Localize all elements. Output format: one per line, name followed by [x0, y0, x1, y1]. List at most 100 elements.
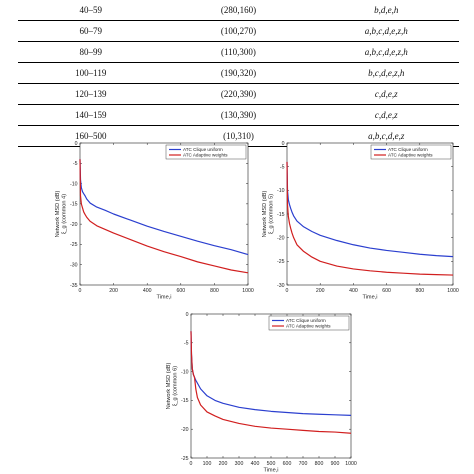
chart-2: 0 200 400 600 800 1000 0 -5 -10 -15 -20 -25 -30 Time,… [262, 141, 459, 301]
legend-label: ATC Clique uniform [388, 147, 428, 152]
series-line-1 [286, 161, 454, 258]
series-line-2 [190, 331, 352, 434]
table-cell: c,d,e,z [313, 104, 459, 126]
y-axis-label-line: Network MSD (dB) [166, 363, 172, 410]
x-tick-label: 100 [203, 461, 212, 467]
y-tick-label: -15 [70, 202, 78, 208]
y-tick-label: -30 [277, 283, 285, 289]
y-tick-label: -5 [280, 164, 285, 170]
x-tick-label: 200 [316, 288, 325, 294]
plot-frame [286, 142, 454, 286]
x-tick-label: 0 [190, 461, 193, 467]
x-tick-label: 800 [210, 288, 219, 294]
y-tick-label: -5 [184, 341, 189, 347]
plot-frame [79, 142, 249, 286]
table-cell: 120–139 [18, 83, 164, 105]
x-axis-label: Time,i [156, 295, 171, 301]
x-tick-label: 800 [415, 288, 424, 294]
table-cell: a,b,c,d,e,z,h [313, 41, 459, 63]
y-tick-label: -5 [73, 161, 78, 167]
y-tick-label: -15 [277, 212, 285, 218]
x-tick-label: 0 [286, 288, 289, 294]
y-tick-label: -30 [70, 263, 78, 269]
y-tick-label: -25 [70, 242, 78, 248]
y-tick-label: -15 [181, 398, 189, 404]
x-axis-label: Time,i [263, 468, 278, 474]
table-row: 80–99 (110,300) a,b,c,d,e,z,h [18, 41, 459, 63]
x-tick-label: 1000 [242, 288, 254, 294]
y-tick-label: -20 [70, 222, 78, 228]
chart-1: 0 200 400 600 800 1000 0 -5 -10 -15 -20 -25 -30 -35 Ti… [55, 141, 254, 301]
y-tick-label: -20 [277, 235, 285, 241]
y-tick-label: -25 [277, 259, 285, 265]
x-tick-label: 300 [235, 461, 244, 467]
legend-box [165, 144, 247, 160]
x-tick-label: 800 [315, 461, 324, 467]
y-tick-label: -20 [181, 427, 189, 433]
y-tick-label: -10 [70, 181, 78, 187]
table-cell: b,d,e,h [313, 0, 459, 21]
y-tick-label: -35 [70, 283, 78, 289]
series-line-2 [286, 161, 454, 276]
y-axis-label-line: ξ_g (common 6) [173, 366, 179, 406]
y-axis-label: Network MSD (dB)ξ_g (common 4) [55, 191, 68, 238]
table-cell: (190,320) [163, 62, 314, 84]
table-cell: (100,270) [163, 20, 314, 42]
y-axis-label: Network MSD (dB)ξ_g (common 6) [166, 363, 179, 410]
y-tick-label: 0 [75, 141, 78, 147]
x-tick-label: 200 [109, 288, 118, 294]
table-cell: a,b,c,d,e,z,h [313, 20, 459, 42]
x-tick-label: 1000 [345, 461, 357, 467]
y-axis-label: Network MSD (dB)ξ_g (common 5) [262, 191, 275, 238]
x-tick-label: 400 [349, 288, 358, 294]
plot-frame [190, 313, 352, 459]
x-tick-label: 1000 [447, 288, 459, 294]
table-row: 40–59 (280,160) b,d,e,h [18, 0, 459, 21]
legend-label: ATC Adaptive weights [388, 153, 433, 158]
table-row: 120–139 (220,390) c,d,e,z [18, 83, 459, 105]
y-axis-label-line: Network MSD (dB) [262, 191, 268, 238]
y-axis-label-line: Network MSD (dB) [55, 191, 61, 238]
legend-label: ATC Adaptive weights [286, 324, 331, 329]
table-cell: b,c,d,e,z,h [313, 62, 459, 84]
x-tick-label: 0 [79, 288, 82, 294]
table-cell: c,d,e,z [313, 83, 459, 105]
y-axis-label-line: ξ_g (common 5) [269, 194, 275, 234]
legend-label: ATC Clique uniform [286, 318, 326, 323]
x-tick-label: 600 [382, 288, 391, 294]
table-cell: (130,390) [163, 104, 314, 126]
table-row: 60–79 (100,270) a,b,c,d,e,z,h [18, 20, 459, 42]
x-tick-label: 400 [251, 461, 260, 467]
y-tick-label: 0 [282, 141, 285, 147]
series-line-2 [79, 159, 249, 274]
legend-label: ATC Adaptive weights [183, 153, 228, 158]
table-cell: (220,390) [163, 83, 314, 105]
table-row: 100–119 (190,320) b,c,d,e,z,h [18, 62, 459, 84]
assignment-table: 40–59 (280,160) b,d,e,h 60–79 (100,270) … [18, 0, 459, 147]
chart-3: 0 100 200 300 400 500 600 700 800 900 1000 0 -5 -10 -1… [166, 312, 357, 474]
table-row: 160–500 (10,310) a,b,c,d,e,z [18, 125, 459, 147]
y-axis-label-line: ξ_g (common 4) [62, 194, 68, 234]
x-tick-label: 700 [299, 461, 308, 467]
series-line-1 [79, 159, 249, 256]
y-tick-label: -10 [181, 369, 189, 375]
legend-label: ATC Clique uniform [183, 147, 223, 152]
legend-box [370, 144, 452, 160]
table-cell: 80–99 [18, 41, 164, 63]
y-tick-label: -25 [181, 456, 189, 462]
table-cell: (280,160) [163, 0, 314, 21]
x-tick-label: 900 [331, 461, 340, 467]
legend-box [268, 315, 350, 331]
table-cell: 40–59 [18, 0, 164, 21]
table-cell: (110,300) [163, 41, 314, 63]
y-tick-label: -10 [277, 188, 285, 194]
x-tick-label: 600 [176, 288, 185, 294]
y-tick-label: 0 [186, 312, 189, 318]
table-cell: 60–79 [18, 20, 164, 42]
x-axis-label: Time,i [362, 295, 377, 301]
table-cell: 100–119 [18, 62, 164, 84]
x-tick-label: 200 [219, 461, 228, 467]
x-tick-label: 600 [283, 461, 292, 467]
x-tick-label: 500 [267, 461, 276, 467]
table-row: 140–159 (130,390) c,d,e,z [18, 104, 459, 126]
